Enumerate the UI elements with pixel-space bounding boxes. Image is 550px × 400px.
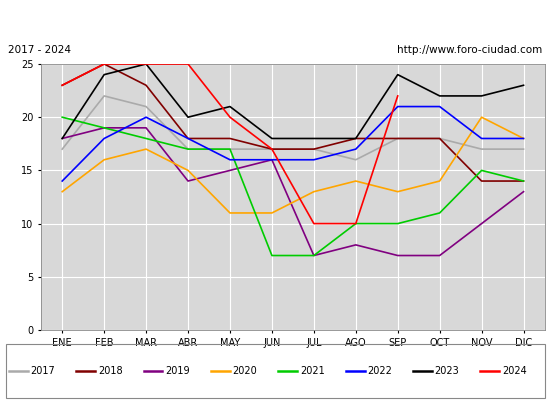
Text: 2020: 2020 — [233, 366, 257, 376]
Text: 2022: 2022 — [367, 366, 392, 376]
Text: 2017 - 2024: 2017 - 2024 — [8, 45, 72, 55]
Text: http://www.foro-ciudad.com: http://www.foro-ciudad.com — [397, 45, 542, 55]
Text: 2024: 2024 — [502, 366, 527, 376]
Text: 2021: 2021 — [300, 366, 324, 376]
Text: 2017: 2017 — [30, 366, 55, 376]
Text: 2023: 2023 — [434, 366, 459, 376]
Text: 2019: 2019 — [165, 366, 190, 376]
Text: Evolucion del paro registrado en Lucillo: Evolucion del paro registrado en Lucillo — [124, 12, 426, 26]
Text: 2018: 2018 — [98, 366, 123, 376]
